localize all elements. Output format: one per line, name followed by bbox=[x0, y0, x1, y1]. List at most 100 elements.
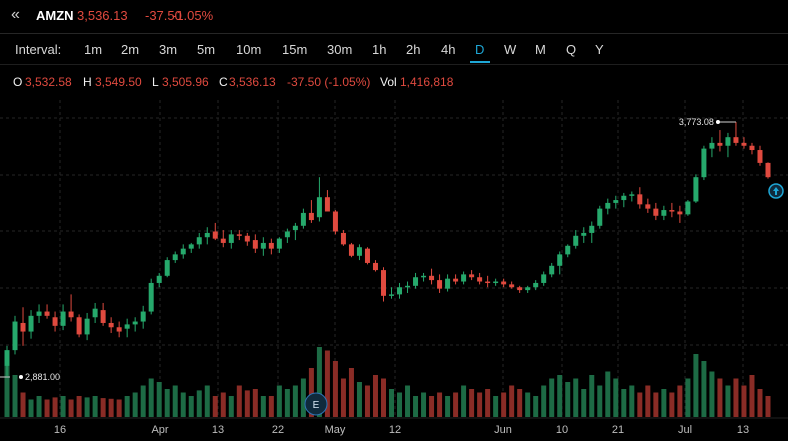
volume-bar bbox=[749, 375, 755, 417]
volume-bar bbox=[421, 392, 427, 417]
volume-bar bbox=[565, 382, 571, 417]
candle-body bbox=[212, 231, 218, 239]
high-value: 3,549.50 bbox=[95, 75, 142, 89]
candle-body bbox=[236, 234, 242, 236]
candle-body bbox=[12, 321, 18, 351]
volume-bar bbox=[461, 385, 467, 417]
volume-bar bbox=[356, 382, 362, 417]
volume-bar bbox=[372, 375, 378, 417]
interval-option-3m[interactable]: 3m bbox=[159, 42, 178, 57]
candle-body bbox=[124, 324, 130, 329]
candle-body bbox=[749, 145, 755, 151]
x-tick-label: 10 bbox=[556, 424, 568, 436]
volume-bar bbox=[28, 399, 34, 417]
volume-bar bbox=[581, 389, 587, 417]
interval-option-m[interactable]: M bbox=[535, 42, 546, 57]
interval-option-4h[interactable]: 4h bbox=[441, 42, 456, 57]
volume-bar bbox=[124, 396, 130, 417]
volume-bar bbox=[348, 368, 354, 417]
volume-bar bbox=[589, 375, 595, 417]
volume-bar bbox=[741, 385, 747, 417]
candle-body bbox=[669, 210, 675, 212]
candle-body bbox=[677, 211, 683, 215]
volume-bar bbox=[292, 385, 298, 417]
candle-body bbox=[661, 210, 667, 216]
interval-option-15m[interactable]: 15m bbox=[282, 42, 308, 57]
volume-bar bbox=[108, 398, 114, 417]
ticker-symbol[interactable]: AMZN bbox=[36, 8, 74, 23]
candle-body bbox=[156, 275, 162, 283]
candle-body bbox=[180, 248, 186, 255]
candle-body bbox=[284, 231, 290, 238]
volume-bar bbox=[757, 389, 763, 417]
interval-option-d[interactable]: D bbox=[475, 42, 485, 57]
interval-option-2h[interactable]: 2h bbox=[406, 42, 421, 57]
candle-body bbox=[68, 311, 74, 318]
interval-option-10m[interactable]: 10m bbox=[236, 42, 262, 57]
volume-bar bbox=[725, 385, 731, 417]
arrow-up-icon bbox=[773, 187, 779, 195]
interval-option-q[interactable]: Q bbox=[566, 42, 577, 57]
candle-body bbox=[757, 150, 763, 163]
volume-bar bbox=[437, 392, 443, 417]
candle-body bbox=[28, 315, 34, 332]
candle-body bbox=[372, 262, 378, 271]
volume-bar bbox=[701, 361, 707, 417]
high-price-label: 3,773.08 bbox=[679, 117, 714, 127]
interval-option-w[interactable]: W bbox=[504, 42, 517, 57]
candle-body bbox=[300, 212, 306, 226]
interval-option-1h[interactable]: 1h bbox=[372, 42, 387, 57]
volume-bar bbox=[621, 389, 627, 417]
header-bar: « AMZN 3,536.13 -37.50 -1.05% bbox=[0, 0, 788, 34]
volume-bar bbox=[252, 389, 258, 417]
candle-body bbox=[188, 244, 194, 249]
candle-body bbox=[324, 197, 330, 212]
volume-bar bbox=[324, 350, 330, 417]
volume-bar bbox=[509, 385, 515, 417]
candle-body bbox=[76, 317, 82, 335]
volume-bar bbox=[645, 385, 651, 417]
volume-bar bbox=[501, 392, 507, 417]
volume-bar bbox=[188, 396, 194, 417]
volume-bar bbox=[541, 385, 547, 417]
candle-body bbox=[316, 197, 322, 218]
volume-bar bbox=[148, 378, 154, 417]
volume-bar bbox=[557, 375, 563, 417]
interval-option-1m[interactable]: 1m bbox=[84, 42, 103, 57]
candle-body bbox=[477, 277, 483, 282]
interval-option-y[interactable]: Y bbox=[595, 42, 604, 57]
volume-bar bbox=[164, 389, 170, 417]
interval-option-30m[interactable]: 30m bbox=[327, 42, 353, 57]
candle-body bbox=[228, 234, 234, 243]
candle-body bbox=[389, 294, 395, 296]
volume-bar bbox=[84, 397, 90, 417]
candle-body bbox=[533, 282, 539, 288]
low-price-label: 2,881.00 bbox=[25, 372, 60, 382]
candle-body bbox=[461, 274, 467, 282]
volume-bar bbox=[445, 396, 451, 417]
volume-bar bbox=[316, 347, 322, 417]
volume-bar bbox=[44, 399, 50, 417]
interval-option-5m[interactable]: 5m bbox=[197, 42, 216, 57]
volume-bar bbox=[765, 396, 771, 417]
volume-bar bbox=[204, 385, 210, 417]
candle-body bbox=[493, 281, 499, 284]
volume-bar bbox=[517, 389, 523, 417]
candle-body bbox=[332, 211, 338, 232]
candle-body bbox=[685, 201, 691, 215]
price-change-pct: -1.05% bbox=[172, 8, 214, 23]
change-value: -37.50 (-1.05%) bbox=[287, 75, 371, 89]
x-tick-label: May bbox=[325, 424, 346, 436]
double-chevron-left-icon[interactable]: « bbox=[11, 6, 20, 23]
volume-bar bbox=[196, 390, 202, 417]
candle-body bbox=[437, 280, 443, 289]
candle-body bbox=[276, 238, 282, 249]
candle-body bbox=[725, 137, 731, 146]
candle-body bbox=[4, 350, 10, 366]
x-tick-label: 13 bbox=[737, 424, 749, 436]
candle-body bbox=[509, 284, 515, 288]
volume-bar bbox=[364, 385, 370, 417]
interval-option-2m[interactable]: 2m bbox=[121, 42, 140, 57]
candle-body bbox=[765, 162, 771, 178]
